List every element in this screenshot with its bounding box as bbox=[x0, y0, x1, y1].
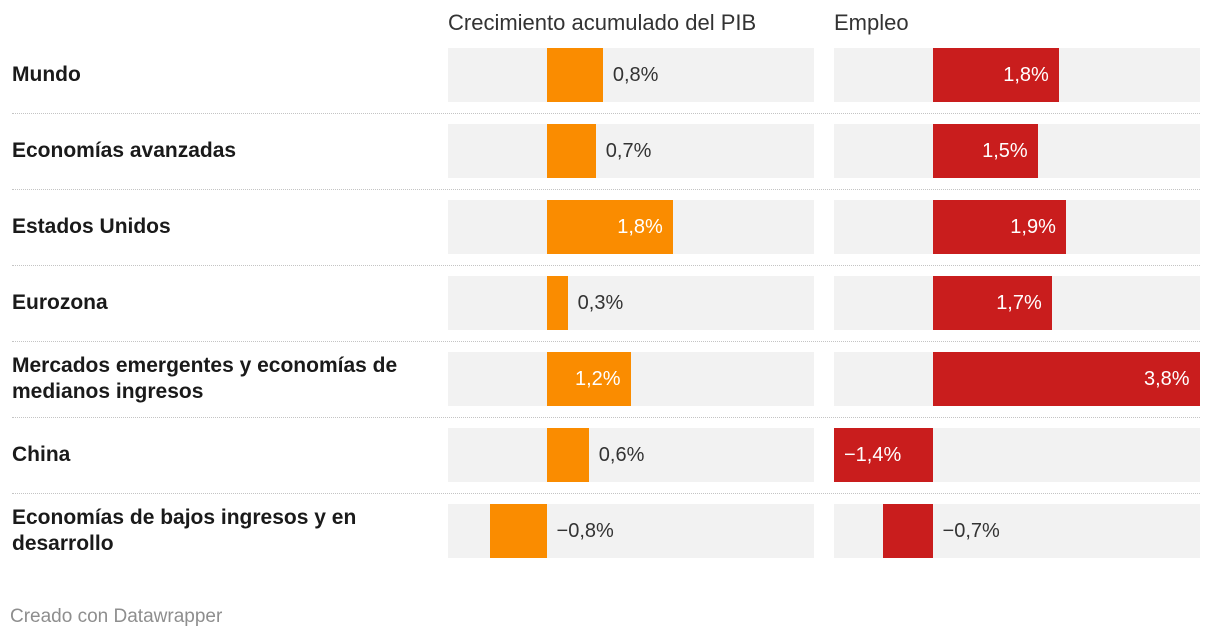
emp-bar bbox=[932, 200, 1067, 254]
gdp-bar bbox=[546, 276, 568, 330]
gdp-bar bbox=[490, 504, 547, 558]
gdp-value-label: −0,8% bbox=[556, 520, 614, 542]
emp-track: 1,7% bbox=[834, 276, 1200, 330]
row-divider bbox=[12, 341, 1200, 342]
gdp-value-label: 0,7% bbox=[605, 140, 652, 162]
emp-track: 1,9% bbox=[834, 200, 1200, 254]
emp-bar bbox=[834, 428, 933, 482]
gdp-track: 0,7% bbox=[448, 124, 814, 178]
gdp-bar bbox=[546, 428, 589, 482]
emp-value-label: 3,8% bbox=[1144, 368, 1190, 390]
row-label: Economías de bajos ingresos y en desarro… bbox=[12, 506, 357, 555]
emp-bar bbox=[932, 276, 1053, 330]
row-divider bbox=[12, 265, 1200, 266]
gdp-value-label: 1,2% bbox=[575, 368, 621, 390]
gdp-track: 1,8% bbox=[448, 200, 814, 254]
row-divider bbox=[12, 493, 1200, 494]
employment-column-header: Empleo bbox=[834, 10, 909, 35]
gdp-bar bbox=[546, 352, 631, 406]
emp-track: −1,4% bbox=[834, 428, 1200, 482]
row-divider bbox=[12, 417, 1200, 418]
row-label: Mundo bbox=[12, 63, 81, 86]
gdp-track: 0,6% bbox=[448, 428, 814, 482]
gdp-track: 0,8% bbox=[448, 48, 814, 102]
emp-track: 1,5% bbox=[834, 124, 1200, 178]
emp-value-label: −0,7% bbox=[942, 520, 1000, 542]
emp-value-label: 1,9% bbox=[1010, 216, 1056, 238]
emp-value-label: 1,8% bbox=[1003, 64, 1049, 86]
row-label: Economías avanzadas bbox=[12, 139, 237, 162]
row-label: Mercados emergentes y economías de media… bbox=[12, 354, 398, 403]
row-label: Eurozona bbox=[12, 291, 108, 314]
gdp-value-label: 0,8% bbox=[612, 64, 659, 86]
emp-value-label: 1,7% bbox=[996, 292, 1042, 314]
emp-bar bbox=[932, 48, 1060, 102]
gdp-value-label: 0,3% bbox=[577, 292, 624, 314]
emp-bar bbox=[932, 352, 1200, 406]
gdp-bar bbox=[546, 48, 603, 102]
gdp-column-header: Crecimiento acumulado del PIB bbox=[448, 10, 757, 35]
row-divider bbox=[12, 189, 1200, 190]
row-label: China bbox=[12, 443, 71, 466]
row-label: Estados Unidos bbox=[12, 215, 171, 238]
emp-bar bbox=[932, 124, 1039, 178]
gdp-value-label: 1,8% bbox=[617, 216, 663, 238]
emp-value-label: −1,4% bbox=[844, 444, 902, 466]
emp-value-label: 1,5% bbox=[982, 140, 1028, 162]
emp-track: −0,7% bbox=[834, 504, 1200, 558]
emp-bar bbox=[883, 504, 933, 558]
emp-track: 1,8% bbox=[834, 48, 1200, 102]
gdp-bar bbox=[546, 124, 596, 178]
footer-credit: Creado con Datawrapper bbox=[10, 606, 223, 627]
row-divider bbox=[12, 113, 1200, 114]
gdp-track: 1,2% bbox=[448, 352, 814, 406]
gdp-track: −0,8% bbox=[448, 504, 814, 558]
gdp-value-label: 0,6% bbox=[598, 444, 645, 466]
gdp-bar bbox=[546, 200, 674, 254]
emp-track: 3,8% bbox=[834, 352, 1200, 406]
gdp-track: 0,3% bbox=[448, 276, 814, 330]
